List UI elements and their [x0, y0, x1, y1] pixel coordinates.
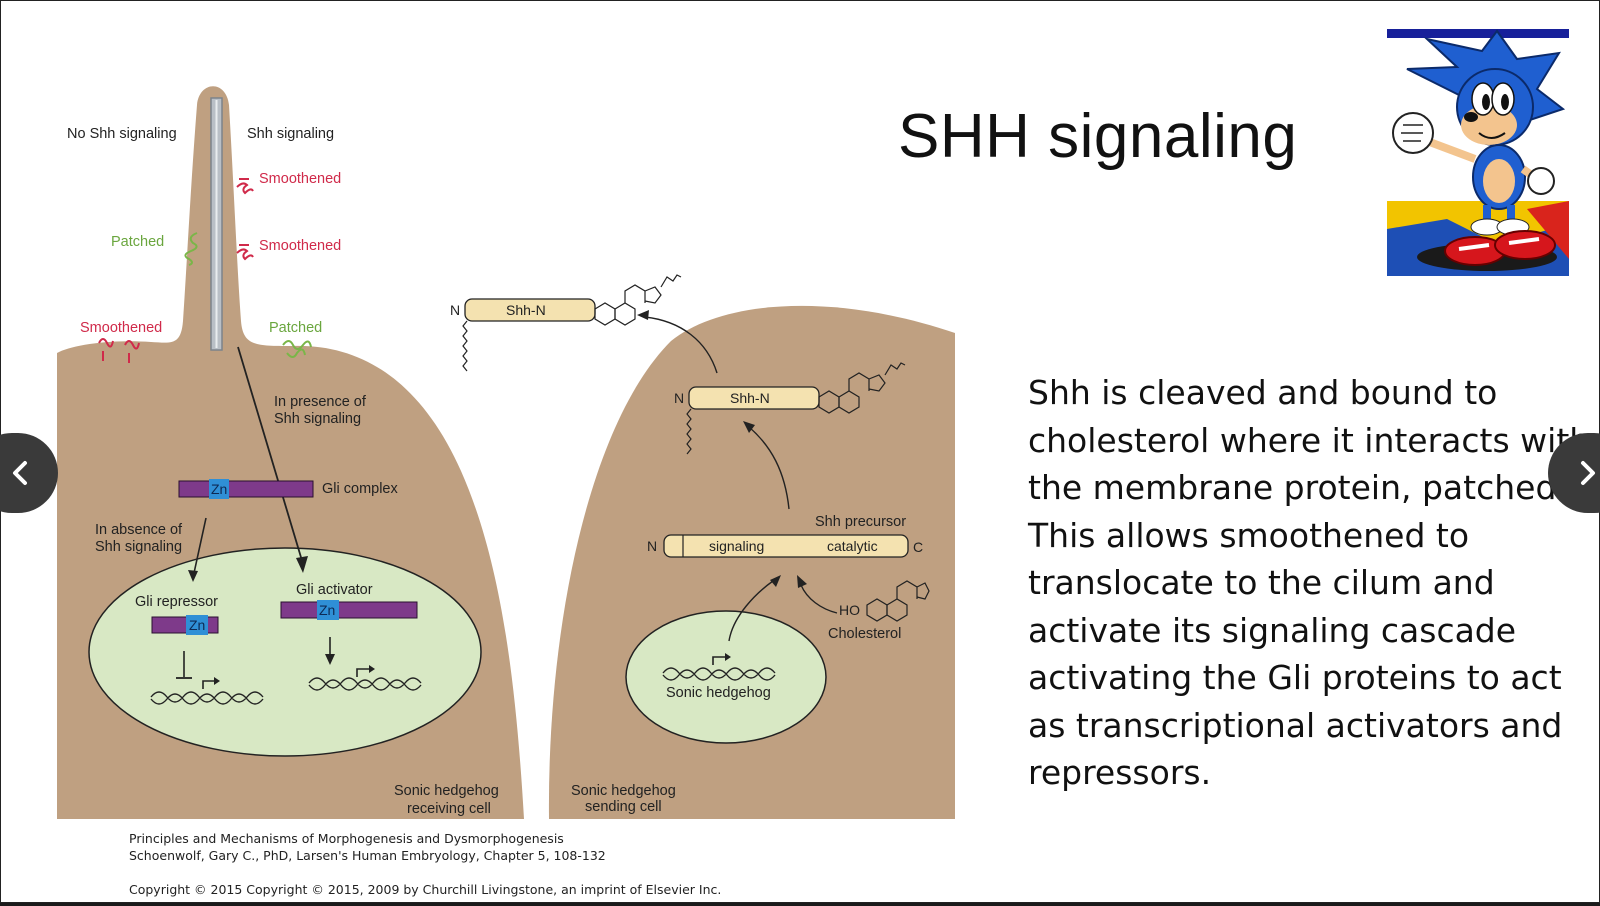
label-in-presence: In presence of [274, 394, 367, 410]
label-sonic-hedgehog-gene: Sonic hedgehog [666, 685, 771, 701]
body-line: activate its signaling cascade [1028, 610, 1517, 650]
label-catalytic: catalytic [827, 538, 878, 554]
dna-helix [662, 667, 776, 681]
label-shh-n: Shh-N [730, 390, 770, 406]
label-no-shh-signaling: No Shh signaling [67, 126, 177, 142]
body-line: Shh is cleaved and bound to [1028, 373, 1498, 412]
arrowhead [325, 654, 335, 665]
cholesterol-icon [818, 362, 906, 414]
label-sending-cell: sending cell [585, 799, 662, 815]
smoothened-icon [98, 338, 140, 363]
cholesterol-icon [866, 580, 930, 622]
body-line: as transcriptional activators and [1028, 705, 1563, 745]
body-line: the membrane protein, patched. [1028, 468, 1567, 507]
arrow-to-repressor [193, 517, 207, 574]
body-line: repressors. [1028, 753, 1212, 792]
label-sending-cell: Sonic hedgehog [571, 783, 676, 799]
promoter-arrow [202, 680, 217, 689]
shh-signaling-diagram: No Shh signaling Shh signaling Smoothene… [57, 86, 955, 820]
body-line: activating the Gli proteins to act [1028, 658, 1562, 697]
label-gli-activator: Gli activator [296, 582, 373, 598]
copyright-line: Copyright © 2015 Copyright © 2015, 2009 … [129, 882, 722, 897]
cholesterol-icon [594, 274, 682, 326]
shh-precursor-protein [663, 534, 909, 558]
dna-helix [150, 691, 264, 705]
label-zn: Zn [211, 481, 227, 497]
smoothened-icon [236, 244, 254, 261]
receiving-nucleus [88, 547, 482, 757]
label-gli-complex: Gli complex [322, 481, 398, 497]
smoothened-icon [236, 178, 254, 195]
label-smoothened-2: Smoothened [259, 238, 341, 254]
citation-line-1: Principles and Mechanisms of Morphogenes… [129, 831, 564, 846]
label-signaling: signaling [709, 538, 764, 554]
label-zn: Zn [189, 617, 205, 633]
label-gli-repressor: Gli repressor [135, 594, 218, 610]
patched-icon [282, 340, 312, 358]
label-in-absence: In absence of [95, 522, 183, 538]
label-patched-2: Patched [269, 320, 322, 336]
label-smoothened-3: Smoothened [80, 320, 162, 336]
arrowhead [188, 570, 198, 582]
label-c: C [913, 539, 923, 555]
body-line: cholesterol where it interacts with [1028, 420, 1591, 460]
label-receiving-cell: receiving cell [407, 801, 491, 817]
patched-icon [184, 232, 198, 266]
label-cholesterol: Cholesterol [828, 626, 901, 642]
prev-slide-button[interactable] [0, 433, 58, 513]
label-shh-n: Shh-N [506, 302, 546, 318]
gli-activator-bar [280, 601, 418, 619]
arrow-cholesterol [800, 584, 838, 614]
sending-cell [548, 305, 955, 819]
body-line: translocate to the cilum and [1028, 563, 1495, 602]
sending-nucleus [625, 610, 827, 744]
label-n: N [647, 538, 657, 554]
next-slide-button[interactable] [1548, 433, 1600, 513]
gli-complex-bar [178, 480, 314, 498]
lipid-tail [462, 320, 468, 372]
zinc-finger [209, 479, 229, 499]
arrow-cleavage [748, 426, 790, 510]
label-shh-signaling: Shh signaling [247, 126, 334, 142]
label-receiving-cell: Sonic hedgehog [394, 783, 499, 799]
label-in-absence: Shh signaling [95, 539, 182, 555]
promoter-arrow [356, 668, 371, 677]
label-n: N [450, 302, 460, 318]
lipid-tail [686, 408, 692, 455]
label-shh-precursor: Shh precursor [815, 514, 906, 530]
sonic-hedgehog-image [1387, 29, 1569, 276]
label-in-presence: Shh signaling [274, 411, 361, 427]
gli-repressor-bar [151, 616, 219, 634]
label-ho: HO [839, 602, 860, 618]
label-patched-1: Patched [111, 234, 164, 250]
dna-helix [308, 677, 422, 691]
page-title: SHH signaling [898, 102, 1298, 171]
arrow-translation [728, 580, 774, 642]
chevron-right-icon [1581, 461, 1595, 485]
chevron-left-icon [13, 461, 27, 485]
label-n: N [674, 390, 684, 406]
zinc-finger [186, 615, 208, 635]
label-zn: Zn [319, 602, 335, 618]
citation-line-2: Schoenwolf, Gary C., PhD, Larsen's Human… [129, 848, 606, 863]
arrow-to-activator [237, 346, 304, 565]
zinc-finger [317, 600, 339, 620]
slide-body-text: Shh is cleaved and bound to cholesterol … [1028, 369, 1591, 797]
arrow-secretion [644, 316, 718, 374]
label-smoothened-1: Smoothened [259, 171, 341, 187]
arrowhead [296, 556, 308, 573]
promoter-arrow [712, 656, 727, 665]
body-line: This allows smoothened to [1028, 515, 1470, 555]
